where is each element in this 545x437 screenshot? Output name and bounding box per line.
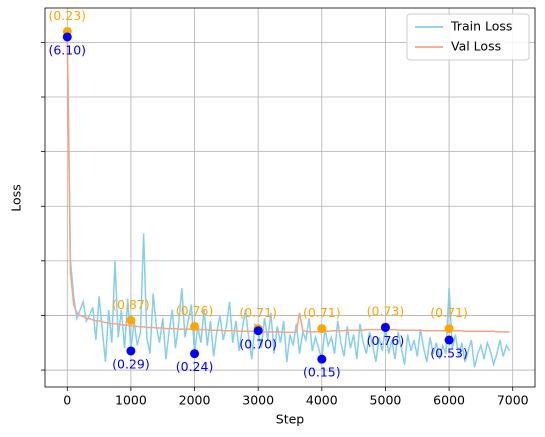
- legend-label: Val Loss: [451, 39, 501, 54]
- annotation-marker: [444, 335, 454, 345]
- annotation-marker: [126, 315, 136, 325]
- annotation-marker: [317, 354, 327, 364]
- annotation: (0.71): [303, 305, 341, 320]
- annotation: (0.73): [367, 303, 405, 318]
- legend-box: [406, 13, 530, 61]
- annotation: (0.71): [239, 305, 277, 320]
- annotation: (0.70): [239, 336, 277, 351]
- x-tick-label: 7000: [497, 393, 529, 408]
- x-tick-label: 1000: [115, 393, 147, 408]
- x-tick-label: 3000: [242, 393, 274, 408]
- x-tick-label: 4000: [306, 393, 338, 408]
- annotation-marker: [317, 324, 327, 334]
- annotation-marker: [62, 32, 72, 42]
- annotation-marker: [380, 322, 390, 332]
- annotation-marker: [190, 321, 200, 331]
- x-tick-label: 0: [63, 393, 71, 408]
- line-series: [66, 36, 511, 368]
- x-axis-label: Step: [276, 412, 305, 427]
- annotation: (0.87): [112, 297, 150, 312]
- annotation: (0.76): [367, 333, 405, 348]
- annotation-marker: [190, 349, 200, 359]
- annotation: (0.53): [430, 346, 468, 361]
- x-tick-label: 2000: [179, 393, 211, 408]
- x-tick-label: 6000: [433, 393, 465, 408]
- annotation: (6.10): [48, 42, 86, 57]
- annotation: (0.29): [112, 356, 150, 371]
- legend: Train Loss Val Loss: [406, 13, 530, 61]
- y-axis-label: Loss: [9, 184, 24, 211]
- annotation: (0.23): [48, 8, 86, 23]
- annotation: (0.76): [176, 303, 214, 318]
- legend-label: Train Loss: [450, 19, 512, 34]
- axes-frame: [44, 7, 536, 388]
- annotation-marker: [253, 326, 263, 336]
- line-series: [66, 31, 510, 334]
- annotation-marker: [444, 324, 454, 334]
- annotation: (0.15): [303, 365, 341, 380]
- annotation: (0.24): [176, 359, 214, 374]
- annotation: (0.71): [430, 305, 468, 320]
- annotation-marker: [126, 346, 136, 356]
- x-tick-label: 5000: [370, 393, 402, 408]
